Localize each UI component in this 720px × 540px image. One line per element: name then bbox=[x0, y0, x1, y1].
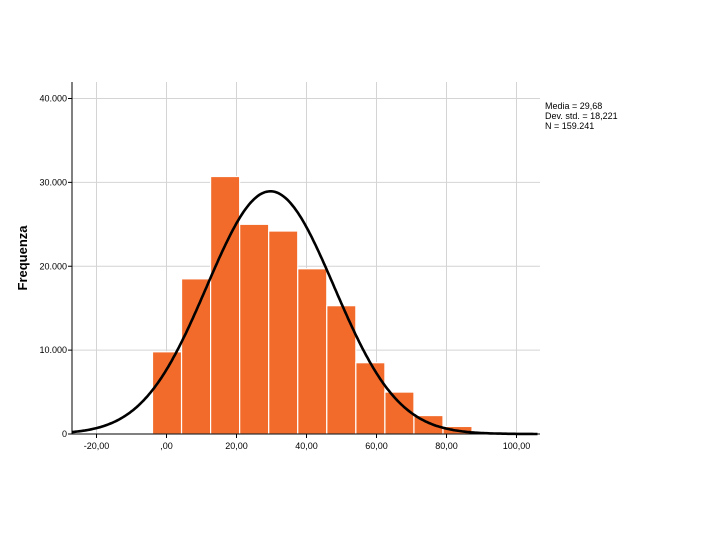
x-tick-label-4: 60,00 bbox=[365, 441, 388, 451]
grid-lines bbox=[72, 82, 540, 434]
histogram-bar-4 bbox=[268, 230, 299, 435]
stats-mean: Media = 29,68 bbox=[545, 101, 602, 111]
x-tick-label-1: ,00 bbox=[160, 441, 173, 451]
histogram-bar-7 bbox=[355, 362, 386, 435]
x-tick-labels: -20,00 ,00 20,00 40,00 60,00 80,00 100,00 bbox=[84, 434, 531, 451]
x-tick-label-3: 40,00 bbox=[295, 441, 318, 451]
y-tick-label-3: 30.000 bbox=[39, 177, 67, 187]
stats-box: Media = 29,68 Dev. std. = 18,221 N = 159… bbox=[545, 101, 618, 131]
stats-n: N = 159.241 bbox=[545, 121, 594, 131]
y-tick-labels: 0 10.000 20.000 30.000 40.000 bbox=[39, 94, 72, 439]
x-tick-label-5: 80,00 bbox=[435, 441, 458, 451]
stats-sd: Dev. std. = 18,221 bbox=[545, 111, 618, 121]
y-tick-label-2: 20.000 bbox=[39, 261, 67, 271]
x-tick-label-6: 100,00 bbox=[503, 441, 531, 451]
y-tick-label-1: 10.000 bbox=[39, 345, 67, 355]
x-tick-label-0: -20,00 bbox=[84, 441, 110, 451]
y-tick-label-4: 40.000 bbox=[39, 94, 67, 104]
x-tick-label-2: 20,00 bbox=[225, 441, 248, 451]
histogram-bar-1 bbox=[180, 278, 212, 435]
histogram-bar-3 bbox=[239, 223, 270, 435]
histogram-bar-8 bbox=[384, 391, 415, 435]
histogram-bars bbox=[151, 175, 473, 435]
y-tick-label-0: 0 bbox=[62, 429, 67, 439]
y-axis-label: Frequenza bbox=[15, 225, 30, 291]
histogram-bar-5 bbox=[297, 268, 328, 435]
normal-curve bbox=[71, 190, 538, 436]
histogram-bar-0 bbox=[151, 351, 183, 435]
histogram-bar-2 bbox=[210, 175, 241, 435]
